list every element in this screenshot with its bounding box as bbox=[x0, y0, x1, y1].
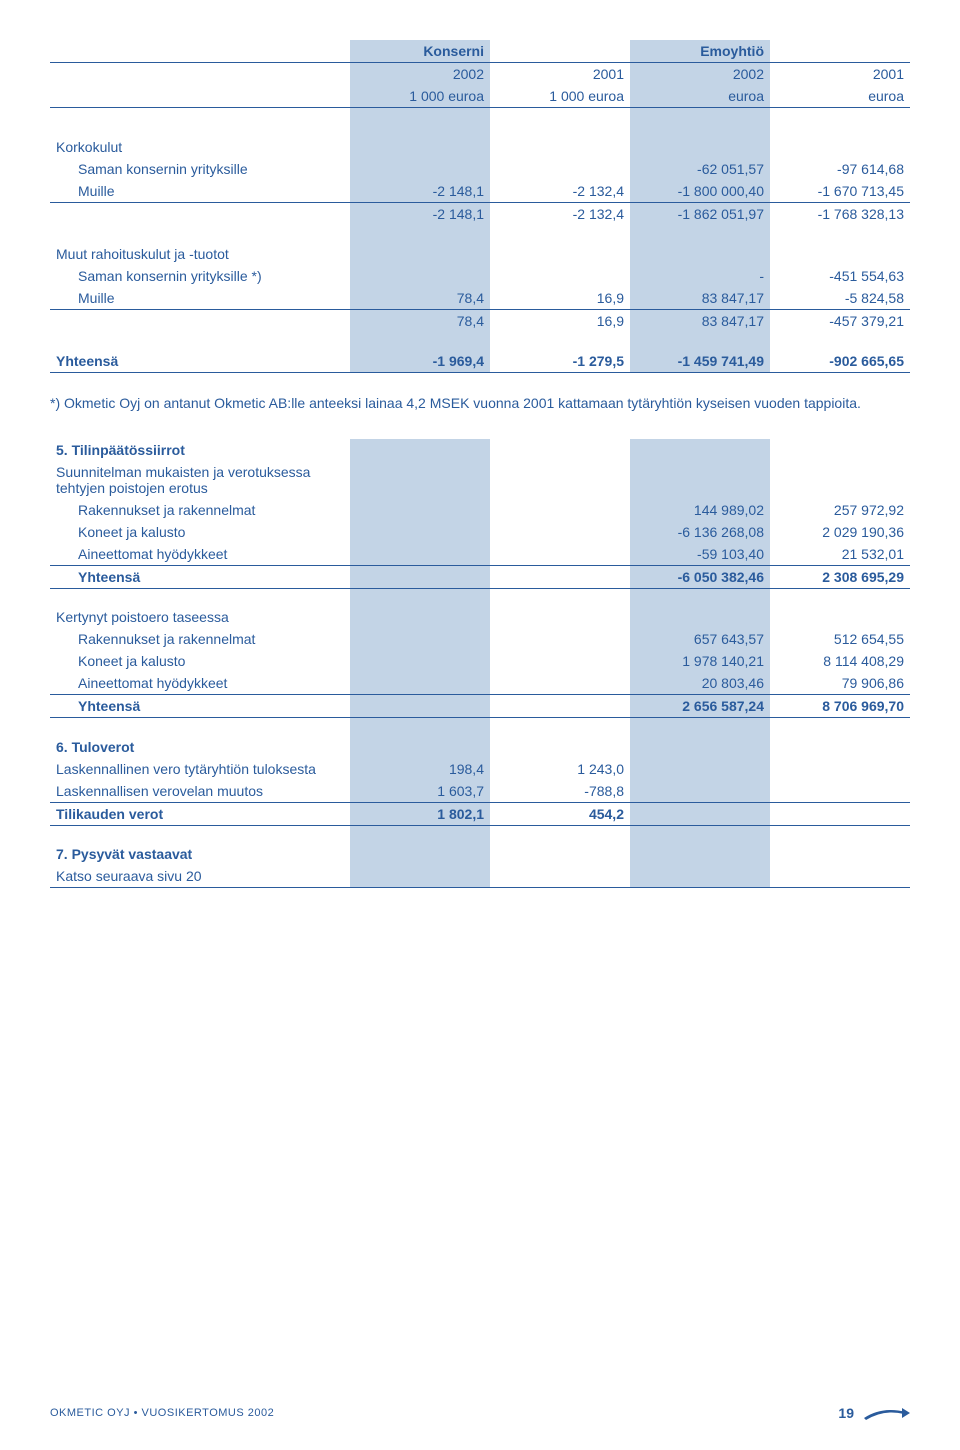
table-row: Saman konsernin yrityksille *) - -451 55… bbox=[50, 265, 910, 287]
muut-rahoitus-subtotal: 78,4 16,9 83 847,17 -457 379,21 bbox=[50, 309, 910, 332]
table-row: Koneet ja kalusto -6 136 268,08 2 029 19… bbox=[50, 521, 910, 543]
header-konserni: Konserni bbox=[350, 40, 490, 63]
header-unit-row: 1 000 euroa 1 000 euroa euroa euroa bbox=[50, 85, 910, 108]
kertynyt-title: Kertynyt poistoero taseessa bbox=[50, 606, 350, 628]
header-group-row: Konserni Emoyhtiö bbox=[50, 40, 910, 63]
section5-subtitle-row: Suunnitelman mukaisten ja verotuksessa t… bbox=[50, 461, 910, 499]
header-emoyhtio: Emoyhtiö bbox=[630, 40, 770, 63]
page-number: 19 bbox=[838, 1405, 854, 1421]
table-row: Rakennukset ja rakennelmat 144 989,02 25… bbox=[50, 499, 910, 521]
table-row: Laskennallisen verovelan muutos 1 603,7 … bbox=[50, 780, 910, 803]
muut-rahoitus-title-row: Muut rahoituskulut ja -tuotot bbox=[50, 243, 910, 265]
table-row: Muille -2 148,1 -2 132,4 -1 800 000,40 -… bbox=[50, 180, 910, 203]
muut-rahoitus-title: Muut rahoituskulut ja -tuotot bbox=[50, 243, 350, 265]
section6-total-row: Tilikauden verot 1 802,1 454,2 bbox=[50, 802, 910, 825]
section6-title: 6. Tuloverot bbox=[50, 736, 350, 758]
kertynyt-title-row: Kertynyt poistoero taseessa bbox=[50, 606, 910, 628]
yhteensa-main-row: Yhteensä -1 969,4 -1 279,5 -1 459 741,49… bbox=[50, 350, 910, 373]
section7-note: Katso seuraava sivu 20 bbox=[50, 865, 350, 888]
section5-subtitle: Suunnitelman mukaisten ja verotuksessa t… bbox=[50, 461, 350, 499]
table-row: Saman konsernin yrityksille -62 051,57 -… bbox=[50, 158, 910, 180]
table-row: Aineettomat hyödykkeet -59 103,40 21 532… bbox=[50, 543, 910, 566]
korkokulut-subtotal: -2 148,1 -2 132,4 -1 862 051,97 -1 768 3… bbox=[50, 202, 910, 225]
table-row: Aineettomat hyödykkeet 20 803,46 79 906,… bbox=[50, 672, 910, 695]
table-row: Laskennallinen vero tytäryhtiön tulokses… bbox=[50, 758, 910, 780]
footnote-text: *) Okmetic Oyj on antanut Okmetic AB:lle… bbox=[50, 395, 910, 411]
financial-table: Konserni Emoyhtiö 2002 2001 2002 2001 1 … bbox=[50, 40, 910, 373]
table-row: Koneet ja kalusto 1 978 140,21 8 114 408… bbox=[50, 650, 910, 672]
korkokulut-title: Korkokulut bbox=[50, 136, 350, 158]
korkokulut-title-row: Korkokulut bbox=[50, 136, 910, 158]
page-footer: OKMETIC OYJ • VUOSIKERTOMUS 2002 19 bbox=[50, 1404, 910, 1422]
section7-title-row: 7. Pysyvät vastaavat bbox=[50, 843, 910, 865]
kertynyt-total-row: Yhteensä 2 656 587,24 8 706 969,70 bbox=[50, 695, 910, 718]
swoosh-icon bbox=[862, 1404, 910, 1422]
table-row: Muille 78,4 16,9 83 847,17 -5 824,58 bbox=[50, 287, 910, 310]
section5-title-row: 5. Tilinpäätössiirrot bbox=[50, 439, 910, 461]
section5-title: 5. Tilinpäätössiirrot bbox=[50, 439, 350, 461]
table-row: Rakennukset ja rakennelmat 657 643,57 51… bbox=[50, 628, 910, 650]
section7-title: 7. Pysyvät vastaavat bbox=[50, 843, 350, 865]
section6-title-row: 6. Tuloverot bbox=[50, 736, 910, 758]
section5-total-row: Yhteensä -6 050 382,46 2 308 695,29 bbox=[50, 565, 910, 588]
footer-left-text: OKMETIC OYJ • VUOSIKERTOMUS 2002 bbox=[50, 1407, 274, 1419]
header-year-row: 2002 2001 2002 2001 bbox=[50, 63, 910, 86]
financial-table-lower: 5. Tilinpäätössiirrot Suunnitelman mukai… bbox=[50, 439, 910, 889]
section7-note-row: Katso seuraava sivu 20 bbox=[50, 865, 910, 888]
